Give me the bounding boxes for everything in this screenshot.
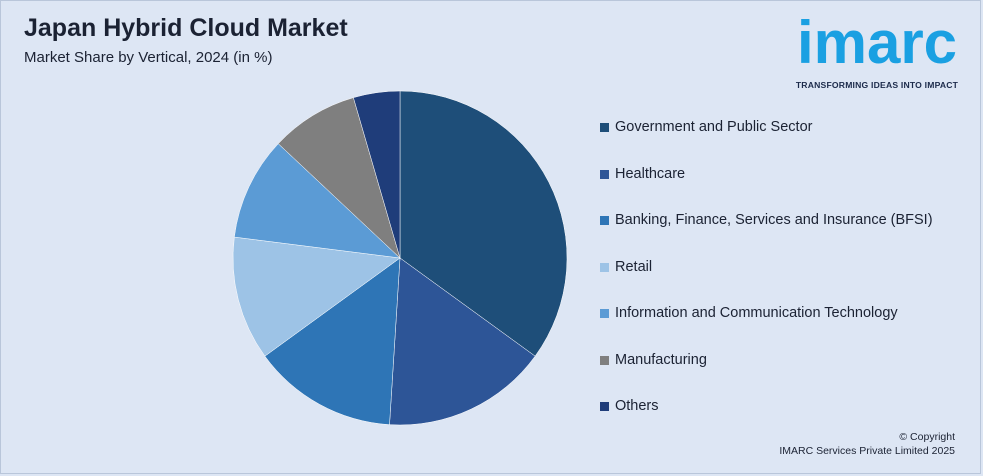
logo-wordmark: imarc (796, 9, 958, 76)
legend-label: Manufacturing (615, 351, 707, 368)
legend-label: Retail (615, 258, 653, 275)
legend-swatch (600, 402, 609, 411)
pie-slice-2 (264, 257, 401, 425)
legend-swatch (600, 216, 609, 225)
chart-subtitle: Market Share by Vertical, 2024 (in %) (24, 49, 273, 66)
pie-slice-5 (277, 97, 401, 259)
pie-slice-0 (399, 90, 568, 357)
legend-label: Banking, Finance, Services and Insurance… (615, 212, 933, 228)
legend-item-3: Retail (600, 258, 933, 305)
pie-slice-4 (234, 143, 401, 259)
legend-swatch (600, 355, 609, 365)
pie-slice-6 (353, 90, 401, 259)
legend-item-4: Information and Communication Technology (600, 304, 933, 351)
pie-slice-3 (232, 236, 401, 357)
chart-title: Japan Hybrid Cloud Market (24, 14, 348, 42)
legend-label: Healthcare (615, 165, 686, 182)
legend-label: Information and Communication Technology (615, 305, 898, 321)
copyright-line: © Copyright (899, 431, 955, 443)
legend-item-0: Government and Public Sector (600, 118, 933, 165)
chart-legend: Government and Public Sector Healthcare Ba… (600, 118, 933, 444)
copyright-notice: © Copyright IMARC Services Private Limit… (779, 430, 955, 458)
imarc-logo: imarc TRANSFORMING IDEAS INTO IMPACT (782, 10, 972, 92)
pie-slice-1 (389, 257, 536, 426)
legend-label: Government and Public Sector (615, 119, 813, 135)
legend-swatch (600, 309, 609, 318)
legend-item-2: Banking, Finance, Services and Insurance… (600, 211, 933, 258)
legend-label: Others (615, 398, 659, 414)
legend-swatch (600, 123, 609, 132)
legend-item-1: Healthcare (600, 165, 933, 212)
legend-swatch (600, 169, 609, 179)
copyright-owner: IMARC Services Private Limited 2025 (779, 445, 955, 457)
legend-item-5: Manufacturing (600, 351, 933, 398)
legend-item-6: Others (600, 397, 933, 444)
legend-swatch (600, 262, 609, 272)
logo-tagline: TRANSFORMING IDEAS INTO IMPACT (795, 80, 959, 90)
